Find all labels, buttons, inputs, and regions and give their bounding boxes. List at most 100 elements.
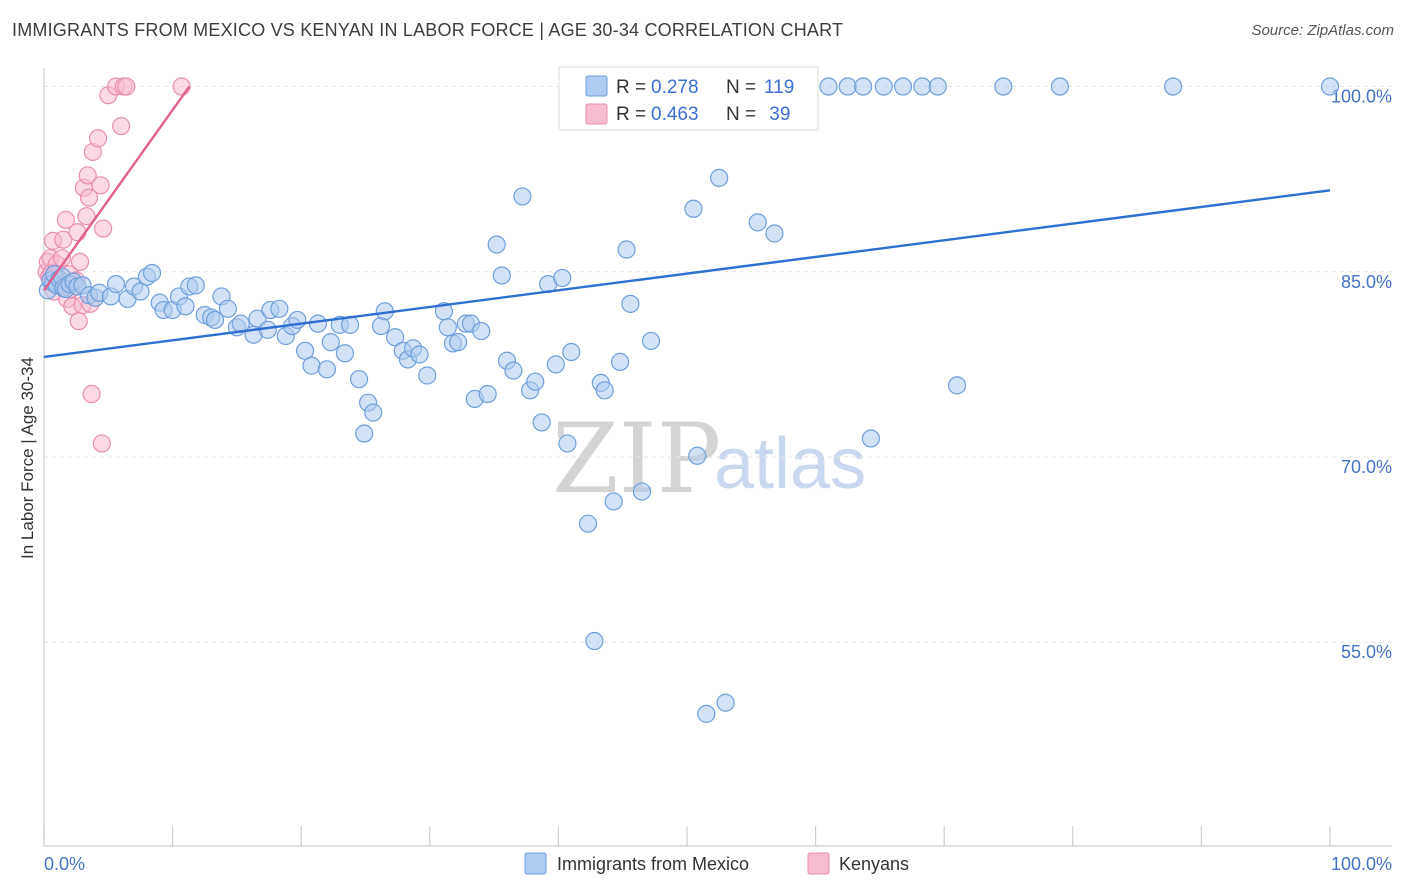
mexico-point xyxy=(854,77,873,96)
watermark-atlas: atlas xyxy=(714,424,866,504)
mexico-point xyxy=(270,299,289,318)
series-legend-swatch-mexico xyxy=(524,852,547,875)
mexico-trend-line xyxy=(43,189,1331,359)
mexico-point xyxy=(410,345,429,364)
legend-n-value-kenya: 39 xyxy=(764,104,790,125)
mexico-point xyxy=(1050,77,1070,96)
mexico-point xyxy=(684,199,703,218)
mexico-point xyxy=(526,372,545,391)
mexico-point xyxy=(632,482,652,501)
mexico-point xyxy=(218,299,237,318)
mexico-point xyxy=(928,77,947,96)
mexico-point xyxy=(819,77,838,96)
mexico-point xyxy=(585,631,604,651)
legend-r-value-kenya: 0.463 xyxy=(651,104,699,125)
mexico-point xyxy=(186,276,205,295)
kenya-point xyxy=(88,129,108,148)
mexico-point xyxy=(317,360,337,379)
mexico-point xyxy=(385,328,405,347)
mexico-point xyxy=(106,275,126,294)
mexico-point xyxy=(716,693,735,712)
mexico-point xyxy=(546,355,565,374)
mexico-point xyxy=(913,77,932,96)
mexico-point xyxy=(349,370,369,389)
mexico-point xyxy=(364,403,383,422)
x-axis-ticks xyxy=(43,826,1331,846)
kenya-point xyxy=(70,252,90,271)
kenya-point xyxy=(56,210,75,229)
mexico-point xyxy=(478,384,497,404)
source-credit: Source: ZipAtlas.com xyxy=(1251,22,1394,39)
legend-n-value-mexico: 119 xyxy=(764,77,794,98)
mexico-point xyxy=(553,268,572,288)
kenya-point xyxy=(91,176,110,195)
mexico-point xyxy=(765,224,784,243)
mexico-point xyxy=(578,514,598,533)
mexico-point xyxy=(641,331,661,351)
mexico-point xyxy=(861,429,880,448)
mexico-point xyxy=(697,704,716,723)
mexico-point xyxy=(438,318,457,337)
y-axis-labels: 55.0% 70.0% 85.0% 100.0% xyxy=(1331,87,1392,663)
legend-n-label-kenya: N = xyxy=(726,104,756,125)
mexico-point xyxy=(1320,77,1340,96)
chart-title: IMMIGRANTS FROM MEXICO VS KENYAN IN LABO… xyxy=(12,20,844,40)
kenya-point xyxy=(92,434,111,453)
y-tick-label: 55.0% xyxy=(1341,642,1392,662)
mexico-point xyxy=(748,213,767,232)
mexico-points xyxy=(38,77,1340,723)
mexico-point xyxy=(176,297,195,316)
kenya-point xyxy=(82,384,101,404)
kenya-point xyxy=(79,188,99,207)
mexico-point xyxy=(562,342,581,362)
mexico-point xyxy=(994,77,1013,96)
mexico-point xyxy=(205,310,225,330)
legend-r-value-mexico: 0.278 xyxy=(651,77,699,98)
x-tick-label-max: 100.0% xyxy=(1331,854,1392,874)
mexico-point xyxy=(604,492,623,511)
kenya-point xyxy=(77,207,96,226)
mexico-point xyxy=(1164,77,1183,96)
mexico-point xyxy=(371,316,391,336)
mexico-point xyxy=(487,235,506,254)
legend-swatch-kenya xyxy=(585,103,608,125)
mexico-point xyxy=(710,168,729,188)
mexico-point xyxy=(874,77,893,96)
mexico-point xyxy=(472,321,491,341)
mexico-point xyxy=(595,381,614,400)
y-axis-title: In Labor Force | Age 30-34 xyxy=(18,357,37,559)
mexico-point xyxy=(947,376,967,395)
mexico-point xyxy=(621,294,640,313)
legend-swatch-mexico xyxy=(585,75,608,97)
legend-n-label-mexico: N = xyxy=(726,77,756,98)
series-legend-label-mexico: Immigrants from Mexico xyxy=(557,854,749,874)
mexico-point xyxy=(513,187,532,206)
kenya-trend-line xyxy=(43,85,191,291)
kenya-point xyxy=(112,116,131,136)
mexico-point xyxy=(504,361,523,380)
kenya-point xyxy=(68,223,87,242)
mexico-point xyxy=(688,446,707,465)
mexico-point xyxy=(611,352,630,372)
kenya-point xyxy=(78,166,97,185)
mexico-point xyxy=(355,424,374,443)
y-tick-label: 70.0% xyxy=(1341,457,1392,477)
mexico-point xyxy=(308,314,328,333)
kenya-point xyxy=(69,312,88,331)
y-tick-label: 100.0% xyxy=(1331,87,1392,107)
mexico-point xyxy=(532,413,551,432)
kenya-point xyxy=(117,77,136,96)
kenya-point xyxy=(172,77,191,96)
mexico-point xyxy=(558,434,577,453)
mexico-point xyxy=(617,240,636,259)
mexico-point xyxy=(248,309,267,328)
mexico-point xyxy=(448,333,468,352)
y-tick-label: 85.0% xyxy=(1341,272,1392,292)
mexico-point xyxy=(838,77,857,96)
legend-r-label-mexico: R = xyxy=(616,77,646,98)
series-legend-label-kenya: Kenyans xyxy=(839,854,909,874)
series-legend: Immigrants from Mexico Kenyans xyxy=(524,852,909,875)
stats-legend: R = 0.278 N = 119 R = 0.463 N = 39 xyxy=(558,66,819,131)
mexico-point xyxy=(335,344,355,363)
legend-r-label-kenya: R = xyxy=(616,104,646,125)
